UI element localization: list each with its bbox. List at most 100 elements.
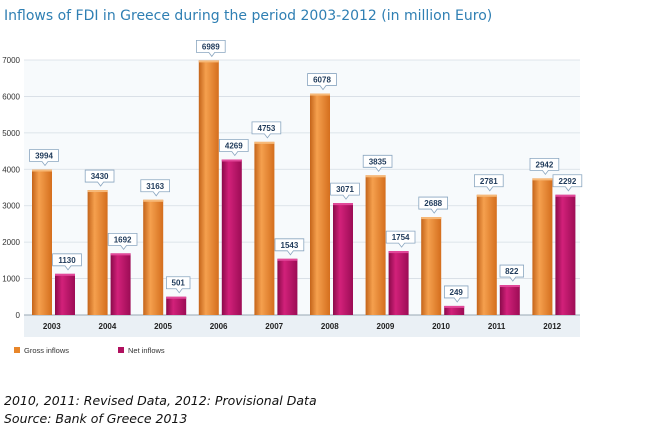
x-tick-label: 2008 xyxy=(321,322,339,331)
data-label-callout: 1692 xyxy=(107,232,138,251)
x-tick-label: 2003 xyxy=(43,322,61,331)
data-label-box xyxy=(307,73,337,91)
data-labels: 3994 1130 3430 1692 3163 501 6989 4269 4753 1543 6… xyxy=(29,40,583,303)
bar-cap xyxy=(499,285,520,288)
note-source: Source: Bank of Greece 2013 xyxy=(4,411,188,426)
bar-cap xyxy=(476,194,497,197)
bar-net-inflows xyxy=(388,251,409,315)
data-label-box xyxy=(107,232,138,251)
bar-gross-inflows xyxy=(254,141,275,315)
data-label-box xyxy=(529,157,560,176)
x-tick-label: 2010 xyxy=(432,322,450,331)
data-label-callout: 1130 xyxy=(52,253,82,271)
y-tick-label: 3000 xyxy=(2,202,20,211)
data-label-box xyxy=(474,174,504,192)
bar-cap xyxy=(277,258,298,261)
data-label-box xyxy=(219,139,249,157)
data-label-callout: 3163 xyxy=(140,179,170,197)
data-label: 3835 xyxy=(369,157,387,166)
data-label-box xyxy=(84,169,115,187)
data-label: 2781 xyxy=(480,177,498,186)
data-label-callout: 3071 xyxy=(330,182,360,200)
x-tick-label: 2012 xyxy=(543,322,561,331)
bar-net-inflows xyxy=(221,159,242,315)
bar-cap xyxy=(87,190,108,193)
data-label-callout: 4269 xyxy=(219,139,249,157)
data-label: 3430 xyxy=(91,172,109,181)
bar-gross-inflows xyxy=(143,199,164,315)
bar-gross-inflows xyxy=(532,178,553,315)
data-label-callout: 2781 xyxy=(474,174,504,192)
bar-net-inflows xyxy=(55,273,75,315)
data-label: 822 xyxy=(505,267,519,276)
data-label-box xyxy=(418,196,448,214)
data-label-box xyxy=(140,179,170,197)
bar-cap xyxy=(221,159,242,162)
bar-net-inflows xyxy=(555,194,576,315)
data-label-box xyxy=(251,121,282,139)
bar-cap xyxy=(166,296,187,299)
bar-cap xyxy=(110,253,131,256)
data-label: 249 xyxy=(450,288,464,297)
bar-cap xyxy=(532,178,553,181)
bar-cap xyxy=(198,60,219,63)
bar-cap xyxy=(421,217,442,220)
bar-gross-inflows xyxy=(32,169,52,315)
x-axis-band xyxy=(24,315,580,337)
x-tick-label: 2004 xyxy=(99,322,117,331)
data-label-box xyxy=(196,40,226,58)
bar-cap xyxy=(444,305,465,308)
data-label: 6078 xyxy=(313,76,331,85)
bar-net-inflows xyxy=(444,305,465,315)
data-label: 2942 xyxy=(536,160,554,169)
data-label-callout: 4753 xyxy=(251,121,282,139)
data-label: 4269 xyxy=(225,141,243,150)
x-tick-label: 2007 xyxy=(265,322,283,331)
data-label-callout: 2942 xyxy=(529,157,560,176)
bar-gross-inflows xyxy=(421,217,442,315)
x-tick-label: 2006 xyxy=(210,322,228,331)
bar-cap xyxy=(55,273,75,276)
data-label: 1130 xyxy=(58,256,76,265)
bar-gross-inflows xyxy=(476,194,497,315)
y-tick-label: 5000 xyxy=(2,129,20,138)
legend: Gross inflows Net inflows xyxy=(14,346,165,355)
data-label-box xyxy=(166,276,191,294)
bar-chart: 0 1000 2000 3000 4000 5000 6000 7000 2003 2004 200… xyxy=(2,40,583,355)
bar-cap xyxy=(388,251,409,254)
data-label-callout: 2688 xyxy=(418,196,448,214)
legend-swatch xyxy=(14,347,20,353)
data-label: 1754 xyxy=(392,233,410,242)
y-tick-label: 0 xyxy=(16,311,21,320)
data-label: 1543 xyxy=(281,241,299,250)
bar-gross-inflows xyxy=(310,93,330,315)
data-label: 4753 xyxy=(258,124,276,133)
data-label-callout: 3994 xyxy=(29,149,59,167)
data-label: 6989 xyxy=(202,42,220,51)
x-tick-label: 2009 xyxy=(377,322,395,331)
bar-gross-inflows xyxy=(87,190,108,315)
data-label-callout: 822 xyxy=(499,264,524,282)
bar-cap xyxy=(333,203,353,206)
data-label-box xyxy=(385,230,416,248)
bars xyxy=(32,60,576,316)
y-tick-label: 6000 xyxy=(2,92,20,101)
bar-cap xyxy=(143,199,164,202)
data-label: 1692 xyxy=(114,235,132,244)
x-tick-label: 2011 xyxy=(488,322,506,331)
data-label-box xyxy=(499,264,524,282)
data-label: 2688 xyxy=(424,199,442,208)
data-label: 3071 xyxy=(336,185,354,194)
data-label-box xyxy=(52,253,82,271)
bar-net-inflows xyxy=(499,285,520,315)
data-label-callout: 1754 xyxy=(385,230,416,248)
chart-title: Inflows of FDI in Greece during the peri… xyxy=(4,8,493,24)
data-label-callout: 1543 xyxy=(274,238,305,256)
data-label-callout: 249 xyxy=(444,285,469,303)
data-label-callout: 3430 xyxy=(84,169,115,187)
data-label-box xyxy=(444,285,469,303)
bar-cap xyxy=(365,175,386,178)
data-label-callout: 501 xyxy=(166,276,191,294)
data-label: 2292 xyxy=(559,177,577,186)
bar-gross-inflows xyxy=(365,175,386,315)
